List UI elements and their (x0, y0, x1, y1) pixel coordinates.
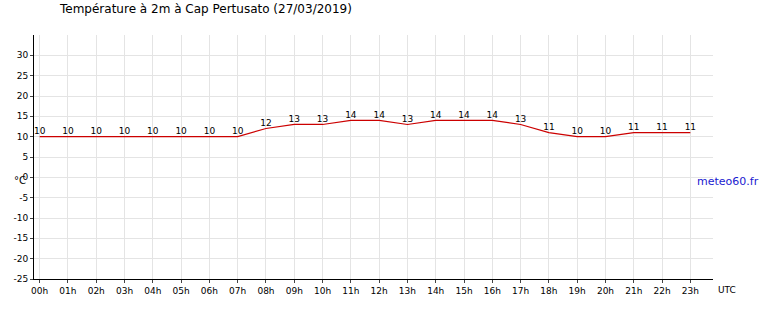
svg-text:08h: 08h (257, 286, 274, 296)
svg-text:02h: 02h (88, 286, 105, 296)
svg-text:-25: -25 (13, 274, 28, 284)
svg-text:Température à 2m à Cap Pertusa: Température à 2m à Cap Pertusato (27/03/… (59, 2, 352, 16)
svg-text:11: 11 (685, 122, 696, 132)
svg-text:13h: 13h (399, 286, 416, 296)
svg-text:10: 10 (600, 126, 612, 136)
svg-text:15h: 15h (455, 286, 472, 296)
svg-text:09h: 09h (286, 286, 303, 296)
svg-text:10: 10 (571, 126, 583, 136)
svg-text:10h: 10h (314, 286, 331, 296)
svg-text:25: 25 (17, 71, 28, 81)
svg-text:13: 13 (515, 114, 526, 124)
svg-text:-15: -15 (13, 233, 28, 243)
svg-text:0: 0 (22, 172, 28, 182)
svg-text:13: 13 (317, 114, 328, 124)
svg-text:23h: 23h (682, 286, 699, 296)
svg-text:10: 10 (62, 126, 74, 136)
svg-text:10: 10 (204, 126, 216, 136)
svg-text:5: 5 (22, 152, 28, 162)
svg-text:14h: 14h (427, 286, 444, 296)
svg-text:07h: 07h (229, 286, 246, 296)
svg-text:13: 13 (289, 114, 300, 124)
svg-text:11h: 11h (342, 286, 359, 296)
svg-text:16h: 16h (484, 286, 501, 296)
svg-text:10: 10 (119, 126, 131, 136)
svg-text:00h: 00h (31, 286, 48, 296)
svg-text:04h: 04h (144, 286, 161, 296)
svg-text:17h: 17h (512, 286, 529, 296)
svg-text:10: 10 (34, 126, 46, 136)
svg-text:10: 10 (17, 132, 29, 142)
svg-text:11: 11 (543, 122, 554, 132)
svg-text:-5: -5 (19, 193, 28, 203)
svg-text:14: 14 (458, 110, 470, 120)
svg-text:20: 20 (17, 91, 29, 101)
svg-text:13: 13 (402, 114, 413, 124)
svg-text:01h: 01h (59, 286, 76, 296)
svg-text:19h: 19h (569, 286, 586, 296)
svg-text:15: 15 (17, 111, 28, 121)
svg-text:12: 12 (260, 118, 271, 128)
svg-text:10: 10 (232, 126, 244, 136)
svg-text:14: 14 (345, 110, 357, 120)
svg-text:10: 10 (91, 126, 103, 136)
svg-text:-20: -20 (13, 254, 28, 264)
svg-text:30: 30 (17, 50, 29, 60)
svg-text:20h: 20h (597, 286, 614, 296)
svg-text:14: 14 (430, 110, 442, 120)
svg-text:11: 11 (628, 122, 639, 132)
svg-text:05h: 05h (173, 286, 190, 296)
svg-text:10: 10 (147, 126, 159, 136)
svg-text:21h: 21h (625, 286, 642, 296)
svg-text:°C: °C (14, 175, 26, 186)
svg-text:11: 11 (656, 122, 667, 132)
svg-text:10: 10 (175, 126, 187, 136)
svg-text:14: 14 (487, 110, 499, 120)
svg-text:UTC: UTC (718, 285, 736, 295)
svg-text:meteo60.fr: meteo60.fr (697, 175, 759, 188)
svg-text:22h: 22h (654, 286, 671, 296)
svg-text:03h: 03h (116, 286, 133, 296)
svg-text:-10: -10 (13, 213, 28, 223)
svg-text:18h: 18h (540, 286, 557, 296)
svg-text:14: 14 (373, 110, 385, 120)
svg-text:06h: 06h (201, 286, 218, 296)
svg-text:12h: 12h (371, 286, 388, 296)
